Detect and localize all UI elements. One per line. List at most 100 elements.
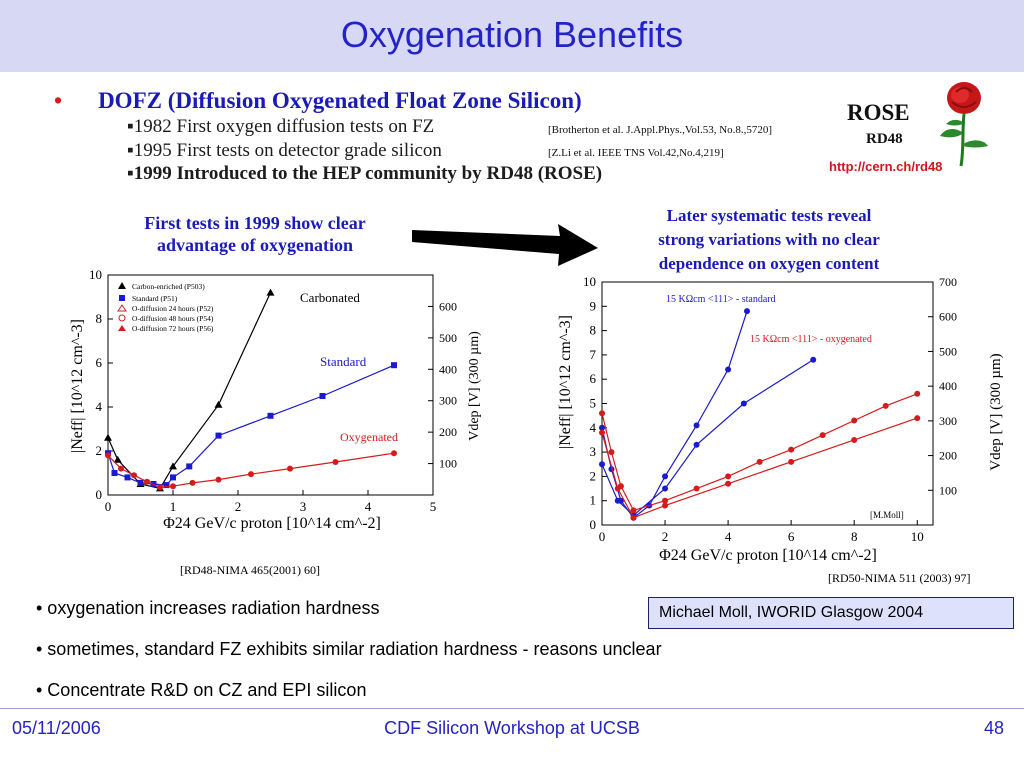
right-data-point [662,497,669,504]
sub-bullet-2-text: 1995 First tests on detector grade silic… [133,140,442,161]
right-data-point [693,441,700,448]
left-chart-y2label: Vdep [V] (300 µm) [467,331,482,441]
legend-marker-o48 [118,314,126,322]
left-chart-frame [107,274,434,496]
right-ytick-label: 10 [583,274,596,289]
right-data-point [599,410,605,417]
right-data-point [662,502,669,509]
left-data-point [144,478,150,485]
right-ytick-label: 0 [590,517,597,532]
left-data-point [319,393,326,399]
left-data-point [391,450,397,457]
left-caption-line-2: advantage of oxygenation [156,235,353,255]
right-data-point [740,400,747,407]
slide-title: Oxygenation Benefits [340,14,684,55]
left-data-point [118,465,124,472]
reference-1: [Brotherton et al. J.Appl.Phys.,Vol.53, … [548,124,773,136]
right-xtick-label: 10 [911,529,924,544]
right-ytick-label: 4 [590,420,597,435]
left-xtick-label: 4 [365,499,372,514]
left-chart-caption: First tests in 1999 show clear advantage… [100,212,410,256]
left-data-point [391,362,397,369]
footer-center: CDF Silicon Workshop at UCSB [384,718,640,738]
right-series-line [601,393,918,512]
right-data-point [608,449,615,456]
sub-bullet-3-text: 1999 Introduced to the HEP community by … [133,163,603,184]
left-data-point [215,476,222,483]
left-chart-xlabel: Φ24 GeV/c proton [10^14 cm^-2] [163,515,381,532]
left-xtick-label: 3 [300,499,307,514]
rose-link[interactable]: http://cern.ch/rd48 [829,159,943,174]
left-data-point [266,288,275,296]
left-caption-line-1: First tests in 1999 show clear [144,213,366,233]
right-data-point [630,507,637,514]
right-ytick-label: 8 [590,323,597,338]
right-arrow-icon [412,224,598,266]
left-data-point [186,463,193,470]
left-data-point [111,470,118,476]
bottom-bullet-2: • sometimes, standard FZ exhibits simila… [36,639,662,659]
left-y2tick-label: 600 [439,299,457,313]
right-data-point [756,458,763,465]
main-bullet-text: DOFZ (Diffusion Oxygenated Float Zone Si… [98,88,582,113]
right-ytick-label: 2 [590,468,597,483]
left-ytick-label: 10 [89,267,102,282]
left-y2tick-label: 200 [439,425,457,439]
right-data-point [662,485,669,492]
right-series-line [601,359,814,517]
sub-bullet-3: ▪1999 Introduced to the HEP community by… [127,163,603,184]
right-xtick-label: 2 [662,529,669,544]
right-xtick-label: 8 [851,529,858,544]
left-chart-series [104,288,397,492]
right-data-point [599,429,605,436]
right-caption-line-1: Later systematic tests reveal [666,206,872,225]
legend-marker-o72 [118,325,126,331]
annotation-standard: Standard [320,354,367,369]
right-chart-series [599,308,921,521]
title-bar [0,0,1024,72]
annotation-standard-series: 15 KΩcm <111> - standard [666,294,776,305]
right-chart: 0 2 4 6 8 10012345678910100200300400500600700… [557,274,1004,585]
right-data-point [810,356,817,363]
left-xtick-label: 2 [235,499,242,514]
left-xtick-label: 5 [430,499,437,514]
reference-2: [Z.Li et al. IEEE TNS Vol.42,No.4,219] [548,147,724,159]
legend-marker-standard [119,295,125,301]
right-y2tick-label: 300 [939,414,957,428]
legend-item-o48: O-diffusion 48 hours (P54) [132,314,214,323]
right-data-point [725,366,732,373]
sub-bullet-2: ▪1995 First tests on detector grade sili… [127,140,442,161]
left-data-point [332,459,339,465]
left-ytick-label: 0 [96,487,103,502]
left-data-point [215,432,222,439]
left-data-point [248,471,254,478]
left-ytick-label: 8 [96,311,103,326]
right-data-point [693,422,700,429]
left-data-point [189,479,196,486]
annotation-carbonated: Carbonated [300,290,360,305]
main-bullet: • DOFZ (Diffusion Oxygenated Float Zone S… [54,88,582,114]
left-ytick-label: 2 [96,443,103,458]
right-chart-watermark: [M.Moll] [870,510,904,520]
rose-logo-word: ROSE [847,100,910,125]
right-y2tick-label: 500 [939,344,957,358]
left-data-point [113,455,122,463]
left-data-point [170,483,176,490]
footer-date: 05/11/2006 [12,718,101,738]
sub-bullet-1-text: 1982 First oxygen diffusion tests on FZ [133,116,435,137]
right-data-point [693,485,700,492]
left-data-point [287,465,293,472]
left-data-point [105,452,111,459]
right-chart-ylabel: |Neff| [10^12 cm^-3] [557,315,574,449]
legend-item-o72: O-diffusion 72 hours (P56) [132,324,214,333]
left-ytick-label: 6 [96,355,103,370]
bottom-bullet-1: • oxygenation increases radiation hardne… [36,598,380,618]
left-chart-reference: [RD48-NIMA 465(2001) 60] [180,563,320,577]
left-chart-ticks: 0 1 2 3 4 5 0 2 4 6 8 10 100 200 300 400 500 600 [89,267,457,514]
sub-bullet-1: ▪1982 First oxygen diffusion tests on FZ [127,116,435,137]
legend-item-standard: Standard (P51) [132,294,178,303]
right-data-point [914,390,921,397]
right-ytick-label: 1 [590,493,597,508]
bullet-dot: • [54,88,63,113]
